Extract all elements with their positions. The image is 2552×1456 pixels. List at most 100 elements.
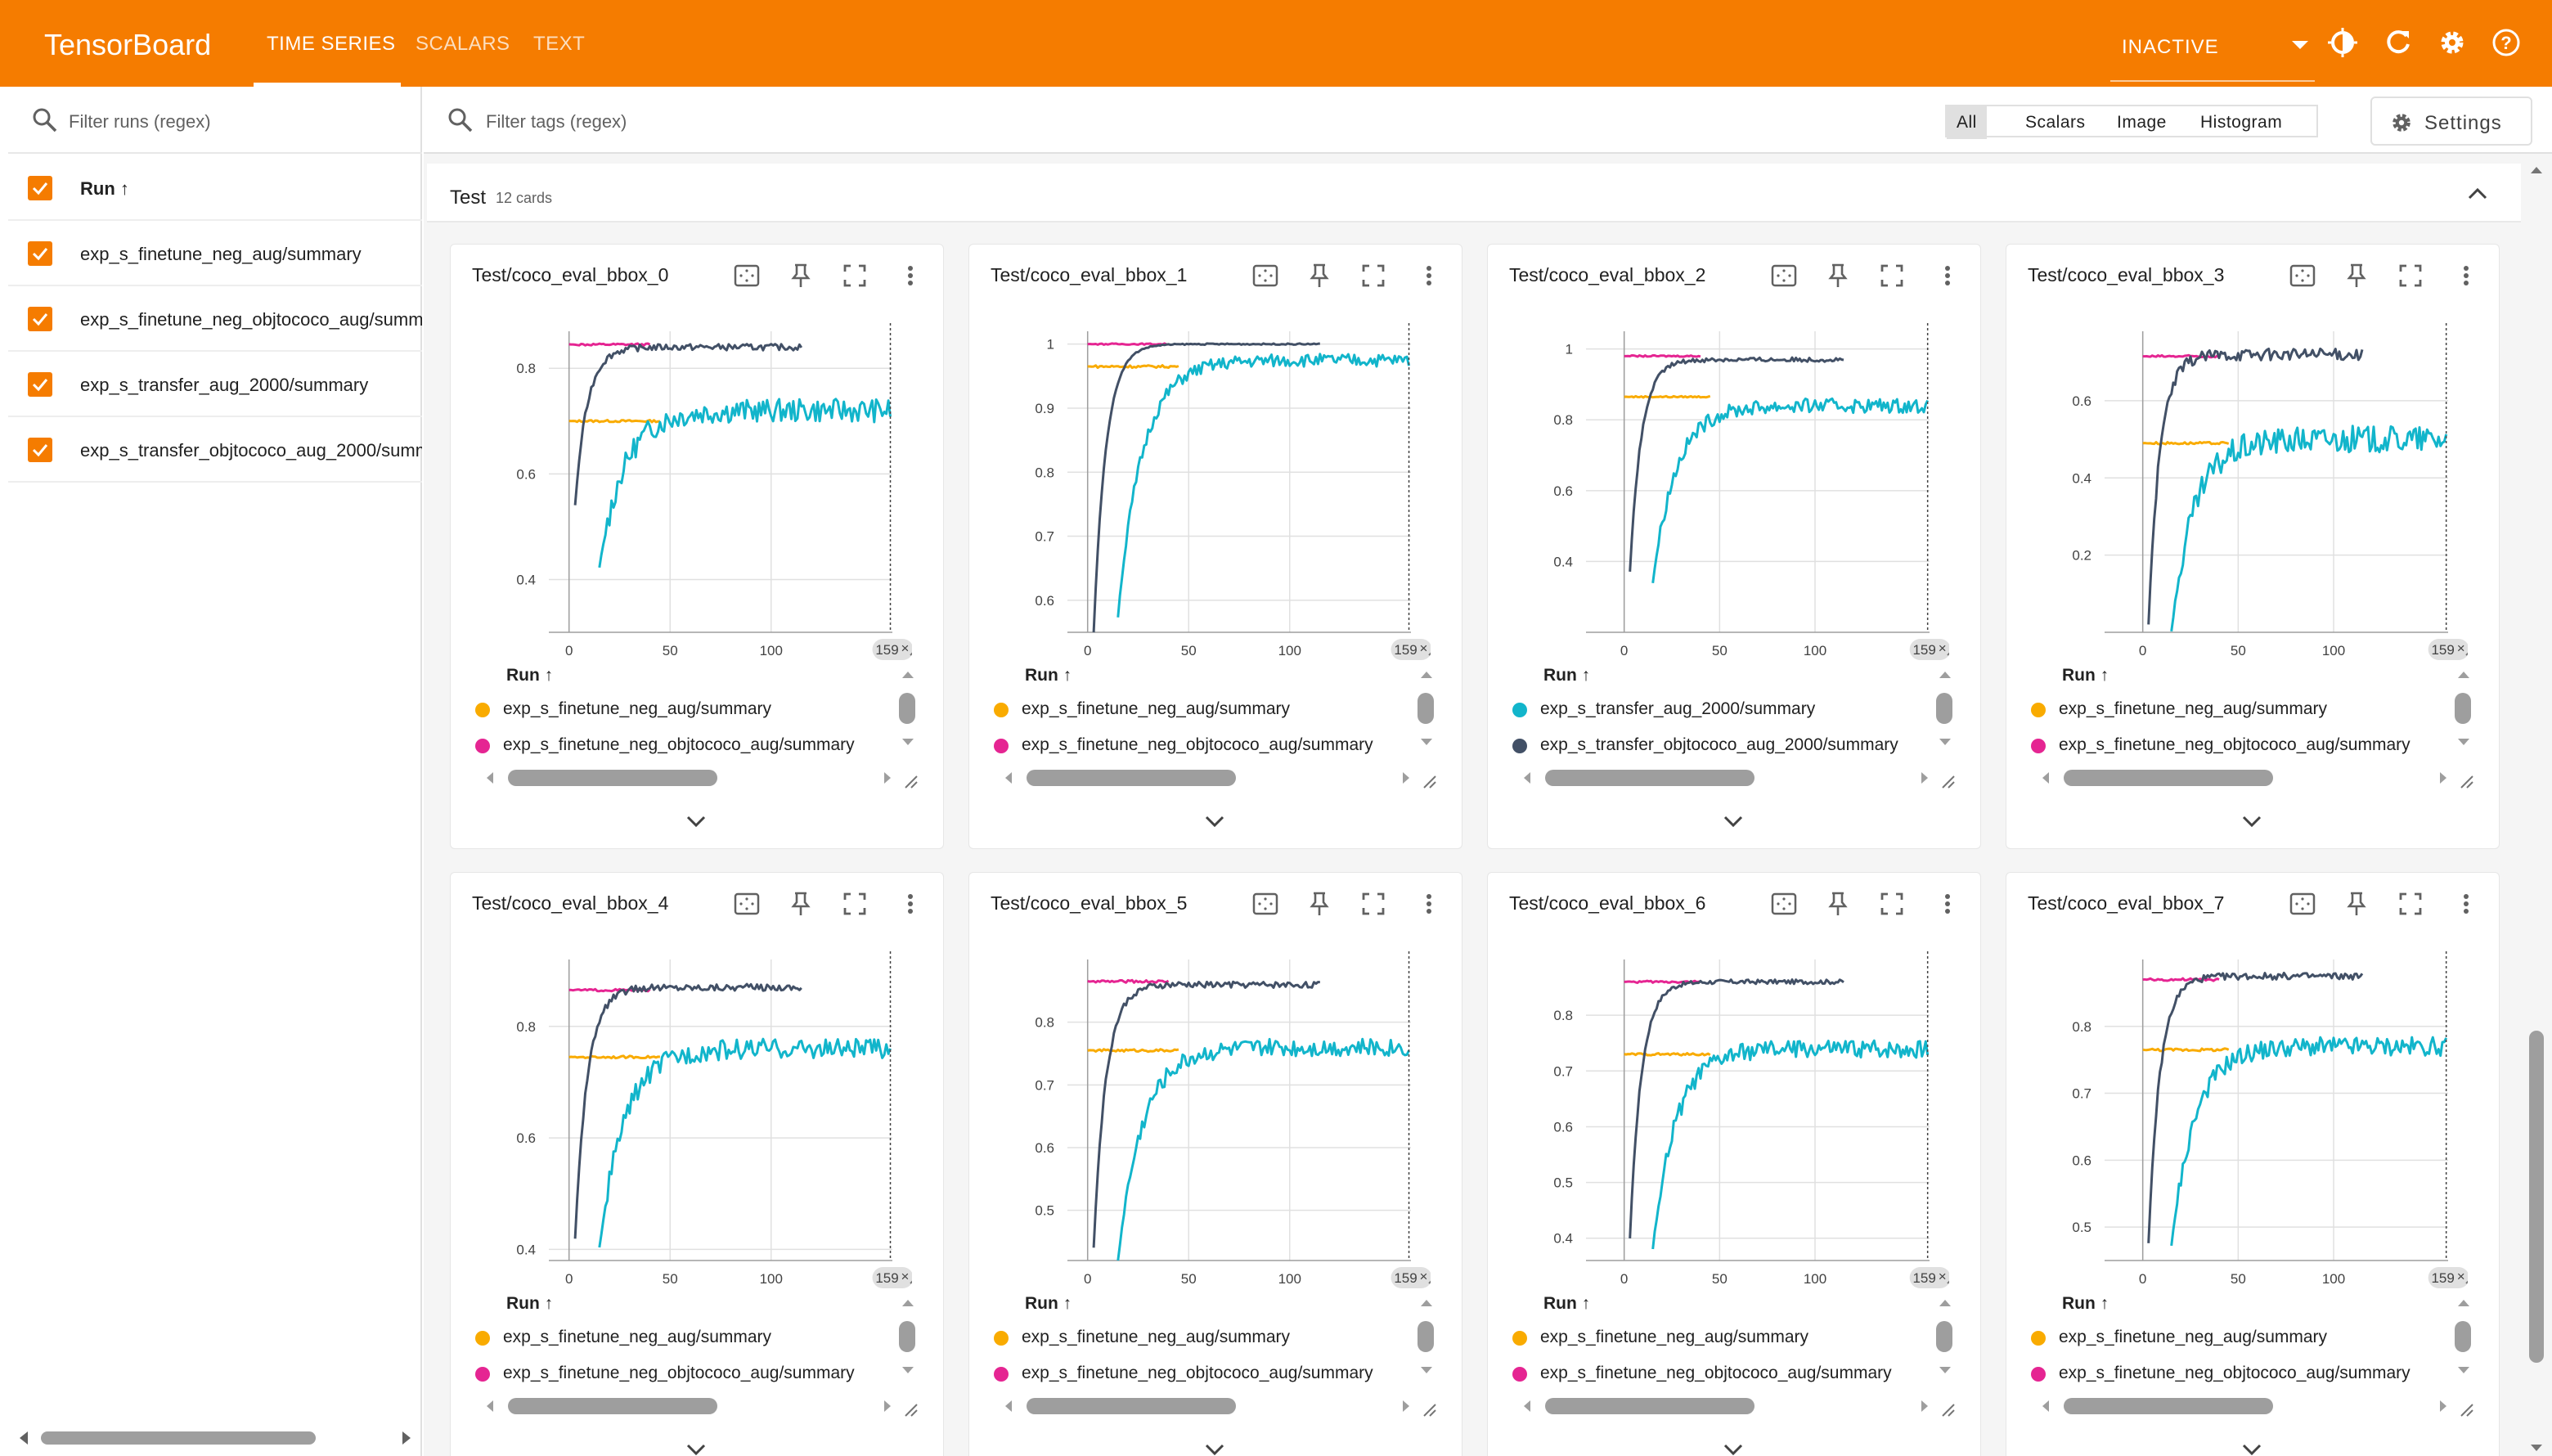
run-row[interactable]: exp_s_transfer_objtococo_aug_2000/summar… [8,417,422,483]
settings-button[interactable]: Settings [2370,97,2532,146]
plugin-select[interactable]: INACTIVE [2110,25,2315,82]
fit-domain-icon[interactable] [1769,889,1799,919]
more-vert-icon[interactable] [1414,261,1444,290]
run-row[interactable]: exp_s_transfer_aug_2000/summary [8,352,422,417]
search-icon [447,106,474,134]
fullscreen-icon[interactable] [840,261,869,290]
fullscreen-icon[interactable] [1359,261,1388,290]
legend-column-header[interactable]: Run ↑ [506,1294,554,1313]
line-chart[interactable]: 0.4 0.6 0.8 0 50 100 159 × [450,299,912,675]
theme-toggle-icon[interactable] [2326,26,2359,59]
pin-icon[interactable] [1823,889,1853,919]
filter-histogram-button[interactable]: Histogram [2200,113,2283,132]
more-vert-icon[interactable] [896,261,925,290]
fit-domain-icon[interactable] [1769,261,1799,290]
pin-icon[interactable] [1823,261,1853,290]
plugin-type-filter: All Scalars Image Histogram [1945,105,2318,139]
y-tick-label: 0.4 [1553,554,1573,569]
series-line [598,398,892,568]
fit-domain-icon[interactable] [2288,889,2317,919]
fit-domain-icon[interactable] [1251,261,1280,290]
filter-all-button[interactable]: All [1947,106,1987,139]
legend-column-header[interactable]: Run ↑ [2062,666,2109,685]
fullscreen-icon[interactable] [1877,261,1907,290]
help-icon[interactable]: ? [2490,26,2523,59]
fullscreen-icon[interactable] [2396,261,2425,290]
select-all-checkbox[interactable] [28,176,52,200]
run-checkbox[interactable] [28,372,52,397]
run-checkbox[interactable] [28,241,52,266]
collapse-chevron-icon[interactable] [2467,185,2488,201]
pin-icon[interactable] [786,889,815,919]
more-vert-icon[interactable] [1933,261,1962,290]
fullscreen-icon[interactable] [1877,889,1907,919]
x-tick-label: 0 [1620,1271,1628,1287]
card-group-header[interactable]: Test 12 cards [427,164,2521,222]
expand-chevron-icon [686,1444,706,1456]
x-tick-label: 50 [663,643,678,658]
fit-domain-icon[interactable] [732,889,762,919]
legend-column-header[interactable]: Run ↑ [1543,666,1591,685]
chart-card: Test/coco_eval_bbox_5 Run ↑ exp_s_finetu… [968,872,1462,1456]
run-color-dot [2031,1367,2046,1382]
run-checkbox[interactable] [28,307,52,331]
pin-icon[interactable] [2342,261,2371,290]
y-tick-label: 1 [1566,342,1573,357]
fullscreen-icon[interactable] [1359,889,1388,919]
more-vert-icon[interactable] [2451,889,2481,919]
chart-card: Test/coco_eval_bbox_0 Run ↑ exp_s_finetu… [450,244,944,849]
more-vert-icon[interactable] [1933,889,1962,919]
series-line [1651,1039,1930,1250]
pin-icon[interactable] [786,261,815,290]
y-tick-label: 0.8 [2072,1019,2091,1035]
more-vert-icon[interactable] [1414,889,1444,919]
line-chart[interactable]: 0.5 0.6 0.7 0.8 0 50 100 159 × [2006,927,2468,1303]
legend-run-name: exp_s_finetune_neg_objtococo_aug/summary [2059,735,2410,754]
line-chart[interactable]: 0.4 0.5 0.6 0.7 0.8 0 50 100 159 × [1487,927,1949,1303]
more-vert-icon[interactable] [896,889,925,919]
tag-filter-input[interactable]: Filter tags (regex) [486,111,627,132]
chart-card: Test/coco_eval_bbox_2 Run ↑ exp_s_transf… [1487,244,1981,849]
run-checkbox[interactable] [28,438,52,462]
run-row[interactable]: exp_s_finetune_neg_aug/summary [8,221,422,286]
run-filter[interactable]: Filter runs (regex) [8,87,422,154]
fit-domain-icon[interactable] [732,261,762,290]
tab-scalars[interactable]: SCALARS [416,33,510,55]
run-filter-input[interactable]: Filter runs (regex) [69,111,211,132]
legend-column-header[interactable]: Run ↑ [1025,666,1072,685]
x-tick-label: 0 [2139,1271,2146,1287]
tab-text[interactable]: TEXT [533,33,586,55]
line-chart[interactable]: 0.5 0.6 0.7 0.8 0 50 100 159 × [968,927,1431,1303]
filter-scalars-button[interactable]: Scalars [2025,113,2086,132]
pin-icon[interactable] [1305,889,1334,919]
line-chart[interactable]: 0.4 0.6 0.8 1 0 50 100 159 × [1487,299,1949,675]
fit-domain-icon[interactable] [1251,889,1280,919]
expand-chevron-icon [686,816,706,828]
fullscreen-icon[interactable] [840,889,869,919]
legend-row: exp_s_transfer_objtococo_aug_2000/summar… [1512,729,1946,762]
legend-column-header[interactable]: Run ↑ [2062,1294,2109,1313]
settings-gear-icon[interactable] [2436,26,2469,59]
sidebar-horizontal-scrollbar[interactable] [8,1422,422,1454]
pin-icon[interactable] [2342,889,2371,919]
filter-image-button[interactable]: Image [2117,113,2167,132]
run-row[interactable]: exp_s_finetune_neg_objtococo_aug/summary [8,286,422,352]
line-chart[interactable]: 0.4 0.6 0.8 0 50 100 159 × [450,927,912,1303]
run-column-header[interactable]: Run ↑ [80,178,129,199]
line-chart[interactable]: 0.6 0.7 0.8 0.9 1 0 50 100 159 × [968,299,1431,675]
more-vert-icon[interactable] [2451,261,2481,290]
legend-column-header[interactable]: Run ↑ [506,666,554,685]
x-tick-label: 0 [1620,643,1628,658]
refresh-icon[interactable] [2382,26,2415,59]
fit-domain-icon[interactable] [2288,261,2317,290]
main-vertical-scrollbar[interactable] [2524,162,2549,1456]
y-tick-label: 0.5 [1035,1203,1054,1219]
y-tick-label: 0.8 [516,1019,536,1035]
pin-icon[interactable] [1305,261,1334,290]
tab-time-series[interactable]: TIME SERIES [267,33,396,55]
legend-column-header[interactable]: Run ↑ [1025,1294,1072,1313]
legend-column-header[interactable]: Run ↑ [1543,1294,1591,1313]
line-chart[interactable]: 0.2 0.4 0.6 0 50 100 159 × [2006,299,2468,675]
legend-run-name: exp_s_finetune_neg_objtococo_aug/summary [2059,1364,2410,1382]
fullscreen-icon[interactable] [2396,889,2425,919]
